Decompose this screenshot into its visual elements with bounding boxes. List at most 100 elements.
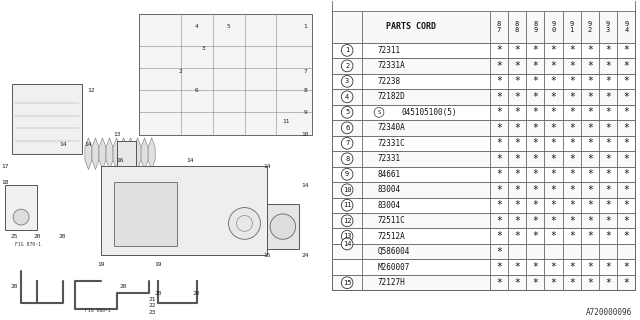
Circle shape xyxy=(341,277,353,289)
Text: 5: 5 xyxy=(227,24,230,29)
Text: *: * xyxy=(532,61,538,71)
Text: 20: 20 xyxy=(59,234,67,239)
Text: 25: 25 xyxy=(11,234,19,239)
Text: 13: 13 xyxy=(113,132,120,137)
Text: 19: 19 xyxy=(97,262,105,267)
Text: *: * xyxy=(587,216,593,226)
Polygon shape xyxy=(106,138,113,170)
Text: 10: 10 xyxy=(301,132,309,137)
Text: 24: 24 xyxy=(301,253,309,258)
Circle shape xyxy=(341,107,353,118)
Text: *: * xyxy=(587,107,593,117)
Polygon shape xyxy=(148,138,155,170)
Text: *: * xyxy=(605,76,611,86)
Text: *: * xyxy=(623,262,629,272)
Text: *: * xyxy=(569,45,575,55)
Text: *: * xyxy=(623,45,629,55)
Circle shape xyxy=(341,215,353,227)
Text: *: * xyxy=(587,231,593,241)
Text: *: * xyxy=(623,169,629,179)
Polygon shape xyxy=(85,138,92,170)
Text: *: * xyxy=(569,92,575,102)
Text: *: * xyxy=(532,231,538,241)
Text: *: * xyxy=(550,200,556,210)
Text: 72512A: 72512A xyxy=(378,232,405,241)
Text: *: * xyxy=(623,185,629,195)
Text: *: * xyxy=(587,76,593,86)
Text: *: * xyxy=(550,76,556,86)
Text: 4: 4 xyxy=(345,94,349,100)
Text: *: * xyxy=(587,169,593,179)
Text: *: * xyxy=(605,231,611,241)
Text: *: * xyxy=(587,185,593,195)
Text: *: * xyxy=(514,76,520,86)
Text: 5: 5 xyxy=(345,109,349,115)
Text: 15: 15 xyxy=(263,253,271,258)
Text: 72127H: 72127H xyxy=(378,278,405,287)
Text: 9: 9 xyxy=(345,171,349,177)
Text: 83004: 83004 xyxy=(378,185,401,194)
Text: *: * xyxy=(569,107,575,117)
Text: *: * xyxy=(587,123,593,133)
FancyBboxPatch shape xyxy=(332,197,636,213)
Circle shape xyxy=(270,214,296,239)
Text: *: * xyxy=(550,123,556,133)
Polygon shape xyxy=(134,138,141,170)
Text: 72238: 72238 xyxy=(378,77,401,86)
Circle shape xyxy=(341,153,353,165)
Text: *: * xyxy=(569,169,575,179)
Text: 20: 20 xyxy=(120,284,127,289)
Text: *: * xyxy=(605,138,611,148)
Text: 14: 14 xyxy=(186,157,194,163)
Text: 84661: 84661 xyxy=(378,170,401,179)
Text: *: * xyxy=(532,92,538,102)
Text: *: * xyxy=(623,216,629,226)
Text: 3: 3 xyxy=(345,78,349,84)
Text: *: * xyxy=(532,185,538,195)
Text: 14: 14 xyxy=(84,142,92,147)
FancyBboxPatch shape xyxy=(139,14,312,135)
Circle shape xyxy=(341,44,353,56)
Text: 8
7: 8 7 xyxy=(497,21,501,33)
Text: *: * xyxy=(514,123,520,133)
Text: 14: 14 xyxy=(343,241,351,247)
Text: 9
1: 9 1 xyxy=(570,21,574,33)
Polygon shape xyxy=(120,138,127,170)
FancyBboxPatch shape xyxy=(332,244,636,260)
Text: 72311: 72311 xyxy=(378,46,401,55)
Text: *: * xyxy=(550,185,556,195)
Text: *: * xyxy=(605,45,611,55)
Text: *: * xyxy=(532,262,538,272)
Text: S: S xyxy=(378,110,381,115)
Text: *: * xyxy=(532,278,538,288)
FancyBboxPatch shape xyxy=(114,182,177,246)
Text: *: * xyxy=(550,107,556,117)
Text: *: * xyxy=(514,278,520,288)
Text: *: * xyxy=(569,76,575,86)
Text: *: * xyxy=(605,154,611,164)
Text: 2: 2 xyxy=(179,69,182,74)
Polygon shape xyxy=(141,138,148,170)
Text: *: * xyxy=(514,154,520,164)
Text: *: * xyxy=(569,123,575,133)
Text: PARTS CORD: PARTS CORD xyxy=(386,22,436,31)
Text: 72511C: 72511C xyxy=(378,216,405,225)
Text: *: * xyxy=(496,61,502,71)
Text: A720000096: A720000096 xyxy=(586,308,632,317)
Text: 72331C: 72331C xyxy=(378,139,405,148)
Text: *: * xyxy=(550,231,556,241)
Text: *: * xyxy=(569,200,575,210)
Text: *: * xyxy=(605,200,611,210)
Text: 6: 6 xyxy=(345,125,349,131)
Text: 10: 10 xyxy=(343,187,351,193)
Text: *: * xyxy=(532,107,538,117)
Text: *: * xyxy=(605,169,611,179)
Text: 9
3: 9 3 xyxy=(606,21,611,33)
Text: 12: 12 xyxy=(343,218,351,224)
FancyBboxPatch shape xyxy=(332,151,636,166)
Text: 16: 16 xyxy=(116,157,124,163)
Text: 4: 4 xyxy=(195,24,198,29)
Circle shape xyxy=(341,238,353,250)
Polygon shape xyxy=(113,138,120,170)
Text: *: * xyxy=(496,278,502,288)
